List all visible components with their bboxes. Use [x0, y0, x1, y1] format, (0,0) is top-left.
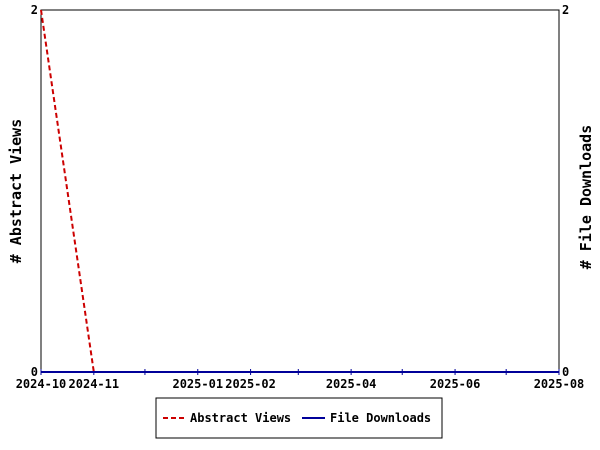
series-line-abstract-views: [40, 9, 95, 373]
y-right-tick-label: 0: [562, 365, 569, 379]
series-layer: [40, 9, 559, 373]
y-left-tick-label: 0: [31, 365, 38, 379]
y-right-tick-label: 2: [562, 3, 569, 17]
legend-box: [155, 397, 443, 439]
plot-frame: [40, 9, 560, 373]
y-right-axis-title: # File Downloads: [577, 125, 595, 270]
legend-label-file-downloads: File Downloads: [330, 411, 431, 425]
x-tick-label: 2025-02: [225, 377, 276, 391]
x-axis-tick-labels: 2024-10 2024-11 2025-01 2025-02 2025-04 2025-…: [16, 377, 585, 391]
legend-label-abstract-views: Abstract Views: [190, 411, 291, 425]
x-tick-label: 2024-10: [16, 377, 67, 391]
plot-area: [40, 9, 560, 373]
legend: Abstract Views File Downloads: [155, 397, 443, 439]
y-right-tick-labels: 02: [562, 3, 569, 379]
x-tick-label: 2025-04: [326, 377, 377, 391]
x-tick-label: 2025-01: [172, 377, 223, 391]
y-left-axis-title: # Abstract Views: [7, 119, 25, 264]
x-tick-label: 2025-06: [430, 377, 481, 391]
x-tick-label: 2024-11: [69, 377, 120, 391]
x-tick-label: 2025-08: [534, 377, 585, 391]
y-left-tick-label: 2: [31, 3, 38, 17]
y-left-tick-labels: 02: [31, 3, 38, 379]
